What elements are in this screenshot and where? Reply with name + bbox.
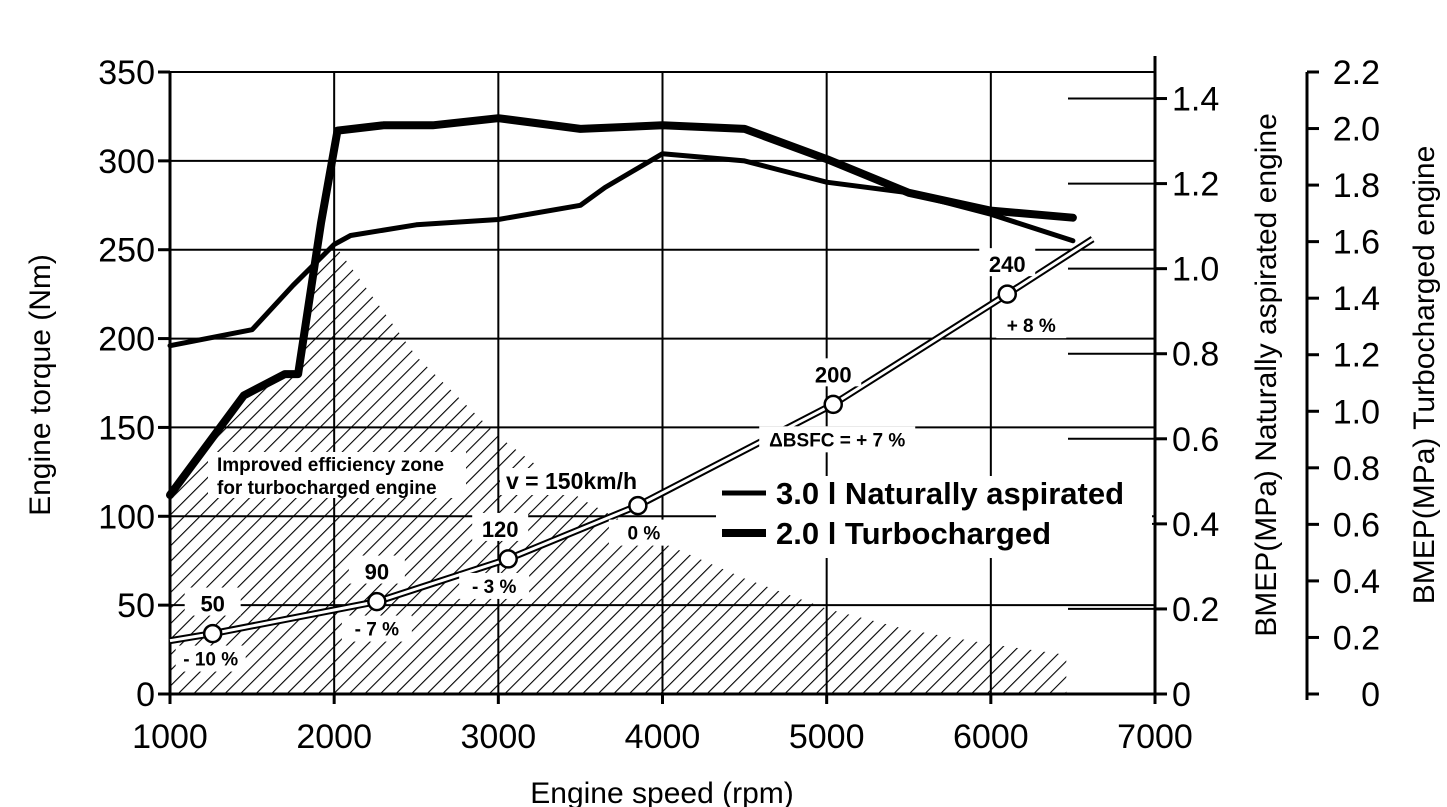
operating-point-marker [628,495,648,516]
delta-label-bg [459,572,530,599]
delta-label-bg [608,519,679,546]
speed-label-bg [979,248,1036,277]
bmep-na-tick-label: 0.8 [1172,336,1219,374]
operating-point-speed: 240 [989,252,1026,277]
bmep-tc-tick-label: 0.4 [1333,563,1380,601]
series-line-turbocharged [166,114,1077,499]
bmep-tc-tick-label: 1.0 [1333,393,1380,431]
road-load-curve: 50 - 10 % 90 - 7 % 120 - 3 % 0 % 200 ΔBSFC = + 7… [169,236,1095,672]
zone-label-line-1: Improved efficiency zone [217,455,444,476]
operating-point-speed: 90 [365,560,389,585]
x-tick-label: 6000 [953,718,1029,756]
bmep-tc-tick-label: 1.8 [1333,167,1380,205]
x-tick-label: 4000 [625,718,701,756]
operating-point-marker [367,591,387,612]
operating-point-delta: 0 % [628,524,661,545]
x-tick-label: 7000 [1117,718,1193,756]
y-tick-label: 0 [136,676,155,714]
bmep-na-tick-label: 0.4 [1172,506,1219,544]
operating-point-speed: 200 [815,362,852,387]
operating-point-marker [823,394,843,415]
legend-label-tc: 2.0 l Turbocharged [776,516,1051,551]
bmep-na-tick-label: 0.2 [1172,591,1219,629]
delta-label-bg [759,426,916,453]
y-tick-label: 50 [117,587,155,625]
operating-point-delta: - 3 % [472,577,516,598]
legend-label-na: 3.0 l Naturally aspirated [776,476,1124,511]
bmep-na-tick-label: 1.2 [1172,166,1219,204]
bmep-tc-tick-label: 1.6 [1333,224,1380,262]
speed-label-bg [805,358,862,387]
bmep-tc-axis-title: BMEP(MPa) Turbocharged engine [1408,146,1441,605]
bmep-tc-tick-label: 0.8 [1333,450,1380,488]
delta-label-bg [996,312,1067,339]
bmep-na-tick-label: 1.4 [1172,81,1219,119]
zone-label-bg [208,452,466,498]
zone-label-line-2: for turbocharged engine [217,478,437,499]
operating-point-marker [202,623,223,644]
delta-label-bg [175,645,246,672]
series-line-naturally-aspirated [167,151,1076,349]
y-tick-label: 300 [98,143,155,181]
vehicle-speed-label: v = 150km/h [506,468,637,494]
speed-label-bg [472,512,529,541]
y-tick-label: 150 [98,409,155,447]
bmep-na-tick-label: 0 [1172,676,1191,714]
speed-label-bg [500,468,645,495]
operating-point-speed: 120 [482,517,519,542]
legend: 3.0 l Naturally aspirated 2.0 l Turbocha… [722,476,1124,551]
delta-label-bg [341,615,412,642]
x-tick-label: 3000 [461,718,537,756]
x-axis-title: Engine speed (rpm) [530,777,793,807]
speed-label-bg [348,555,405,584]
y-tick-label: 250 [98,232,155,270]
x-tick-label: 5000 [789,718,865,756]
bmep-tc-tick-label: 0 [1361,676,1380,714]
bmep-tc-tick-label: 0.6 [1333,506,1380,544]
y-tick-label: 200 [98,321,155,359]
legend-bg [716,476,1152,558]
bmep-na-tick-label: 0.6 [1172,421,1219,459]
y-tick-label: 100 [98,498,155,536]
x-tick-label: 1000 [132,718,208,756]
bmep-na-axis-title: BMEP(MPa) Naturally aspirated engine [1250,113,1283,637]
x-tick-label: 2000 [296,718,372,756]
bmep-tc-tick-label: 2.2 [1333,54,1380,92]
bmep-tc-tick-label: 0.2 [1333,619,1380,657]
operating-point-delta: + 8 % [1007,316,1056,337]
bmep-tc-tick-label: 1.2 [1333,337,1380,375]
operating-point-speed: 50 [200,592,224,617]
operating-point-marker [498,549,518,569]
bmep-tc-tick-label: 2.0 [1333,111,1380,149]
y-tick-label: 350 [98,54,155,92]
speed-label-bg [184,587,241,616]
series-lines [166,114,1077,499]
operating-point-delta: - 7 % [355,620,399,641]
operating-point-delta: ΔBSFC = + 7 % [769,430,905,451]
operating-point-delta: - 10 % [183,650,238,671]
operating-point-marker [997,284,1017,304]
y-axis-title: Engine torque (Nm) [24,254,57,516]
bmep-na-tick-label: 1.0 [1172,251,1219,289]
road-load-inner [169,237,1094,643]
bmep-tc-tick-label: 1.4 [1333,280,1380,318]
